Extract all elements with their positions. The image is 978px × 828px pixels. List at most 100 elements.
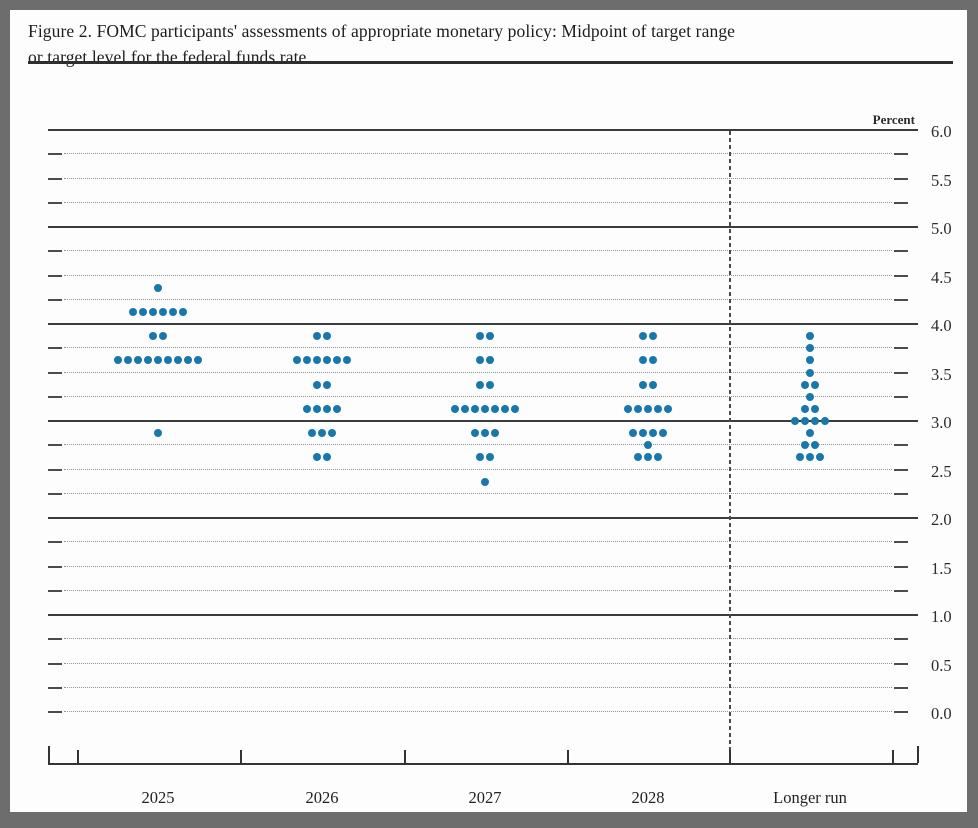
gridline-dotted [64, 201, 892, 203]
projection-dot [806, 453, 814, 462]
gridline-dotted [64, 711, 892, 712]
gridline-cap-left [48, 371, 62, 374]
gridline-cap-right [894, 711, 908, 713]
x-axis-tick [404, 750, 406, 763]
projection-dot [659, 429, 667, 438]
gridline-cap-right [894, 444, 908, 447]
projection-dot [644, 441, 652, 450]
projection-dot [644, 404, 652, 413]
projection-dot [313, 380, 321, 389]
projection-dot [144, 356, 152, 365]
gridline-cap-right [894, 492, 908, 495]
projection-dot [486, 453, 494, 462]
projection-dot [486, 380, 494, 389]
projection-dot [124, 356, 132, 365]
projection-dot [476, 380, 484, 389]
projection-dot [194, 356, 202, 365]
projection-dot [164, 356, 172, 365]
figure-title-line-1: Figure 2. FOMC participants' assessments… [28, 21, 736, 41]
projection-dot [511, 404, 519, 413]
x-axis-line [48, 763, 918, 765]
gridline-cap-left [48, 298, 62, 301]
y-axis-tick-label: 1.0 [931, 607, 952, 626]
projection-dot [134, 356, 142, 365]
projection-dot [634, 404, 642, 413]
gridline-dotted [64, 686, 892, 688]
projection-dot [501, 404, 509, 413]
projection-dot [333, 404, 341, 413]
gridline-dotted [64, 662, 892, 664]
dot-plot-chart: 6.0 5.5 5.0 4.5 4.0 3.5 3.0 2.5 2.0 1.5 1.0 0.5 0.0 2… [10, 10, 967, 812]
projection-dot [328, 429, 336, 438]
y-axis-tick-label: 5.5 [931, 170, 952, 190]
gridline-cap-left [48, 444, 62, 447]
projection-dot [801, 404, 809, 413]
gridline-solid [48, 420, 918, 422]
gridline-cap-left [48, 250, 62, 253]
gridline-cap-left [48, 347, 62, 350]
gridline-dotted [64, 589, 892, 591]
gridline-cap-left [48, 589, 62, 592]
gridline-dotted [64, 274, 892, 276]
projection-dot [159, 332, 167, 341]
projection-dot [816, 453, 824, 462]
y-axis-tick-label: 0.0 [931, 704, 952, 723]
projection-dot [323, 453, 331, 462]
projection-dot [184, 356, 192, 365]
projection-dot [149, 332, 157, 341]
projection-dot [806, 368, 814, 377]
projection-dot [811, 404, 819, 413]
projection-dot [471, 404, 479, 413]
projection-dot [481, 429, 489, 438]
gridline-cap-left [48, 541, 62, 544]
x-axis-category-label: 2027 [468, 788, 502, 807]
projection-dot [649, 356, 657, 365]
gridline-solid [48, 226, 918, 228]
gridline-cap-right [894, 201, 908, 204]
x-axis-tick [240, 750, 242, 763]
projection-dot [129, 307, 137, 316]
projection-dot [811, 380, 819, 389]
y-axis-tick-label: 2.5 [931, 461, 952, 481]
projection-dot [154, 356, 162, 365]
projection-dot [476, 453, 484, 462]
gridline-dotted [64, 395, 892, 397]
gridline-dotted [64, 250, 892, 252]
projection-dot [323, 380, 331, 389]
gridline-cap-left [48, 177, 62, 180]
projection-dot [644, 453, 652, 462]
projection-dot [481, 404, 489, 413]
projection-dot [486, 356, 494, 365]
projection-dot [461, 404, 469, 413]
projection-dot [806, 392, 814, 401]
y-axis-tick-label: 4.0 [931, 316, 952, 335]
gridline-cap-right [894, 274, 908, 277]
projection-dot [649, 332, 657, 341]
projection-dot [801, 380, 809, 389]
gridline-cap-left [48, 638, 62, 641]
projection-dot [654, 404, 662, 413]
gridline-cap-left [48, 686, 62, 689]
projection-dot [649, 429, 657, 438]
projection-dot [313, 404, 321, 413]
projection-dot [806, 344, 814, 353]
gridline-dotted [64, 541, 892, 543]
gridline-dotted [64, 565, 892, 567]
gridline-solid [48, 323, 918, 325]
projection-dot [303, 404, 311, 413]
projection-dot [169, 307, 177, 316]
projection-dot [801, 441, 809, 450]
gridline-cap-right [894, 638, 908, 641]
gridline-cap-right [894, 468, 908, 471]
gridline-cap-right [894, 565, 908, 568]
projection-dot [624, 404, 632, 413]
y-axis-tick-label: 0.5 [931, 655, 952, 675]
projection-dot [154, 429, 162, 438]
y-axis-tick-label: 5.0 [931, 219, 952, 238]
projection-dot [313, 453, 321, 462]
projection-dot [343, 356, 351, 365]
projection-dot [806, 429, 814, 438]
y-axis-tick-label: 3.0 [931, 413, 952, 432]
projection-dot [811, 417, 819, 425]
